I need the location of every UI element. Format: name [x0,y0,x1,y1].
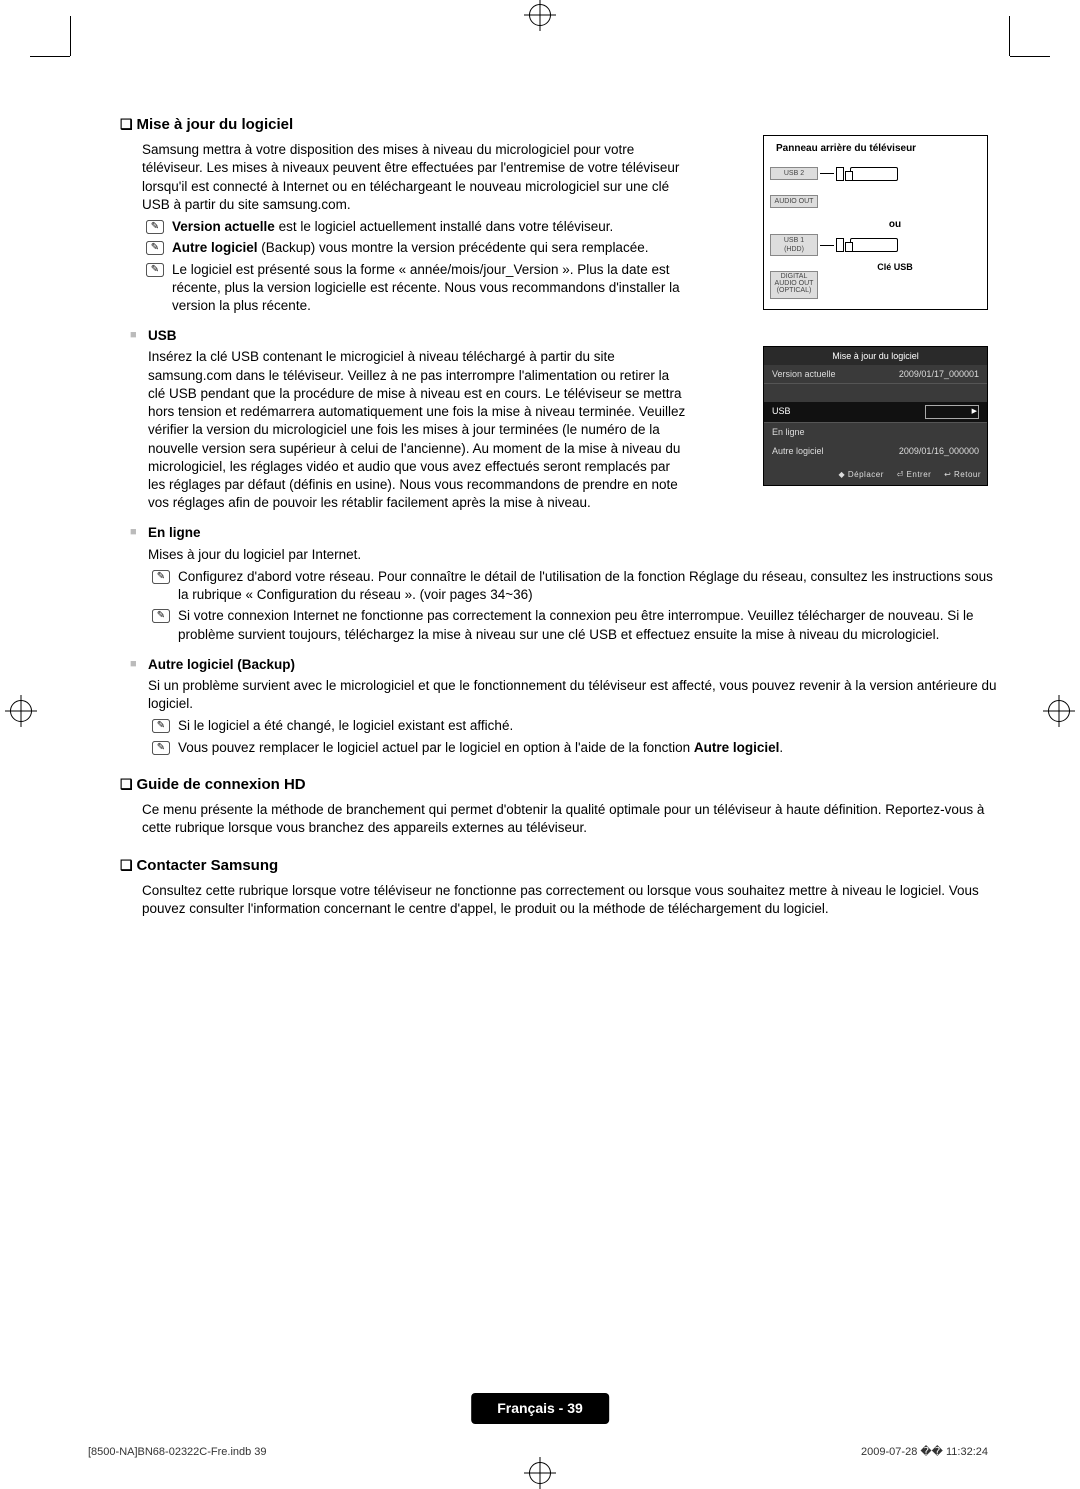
crop-line [1009,16,1010,56]
port-row: USB 1 (HDD) [770,233,981,257]
crop-line [30,56,70,57]
online-body: Mises à jour du logiciel par Internet. [148,546,1000,564]
footer-filename: [8500-NA]BN68-02322C-Fre.indb 39 [88,1445,267,1460]
section-title: Guide de connexion HD [120,775,1000,795]
note-text: Le logiciel est présenté sous la forme «… [172,262,680,313]
port-label: USB 2 [770,167,818,180]
page-number-badge: Français - 39 [471,1393,609,1424]
tv-menu-screenshot: Mise à jour du logiciel Version actuelle… [763,346,988,486]
usb-caption: Clé USB [825,261,965,273]
menu-header: Mise à jour du logiciel [764,347,987,365]
menu-row: Autre logiciel 2009/01/16_000000 [764,442,987,460]
note-icon: ✎ [146,220,164,234]
registration-mark [529,1462,551,1484]
note-item: ✎ Vous pouvez remplacer le logiciel actu… [148,739,1000,757]
menu-label: USB [772,405,791,419]
note-icon: ✎ [152,741,170,755]
port-label: USB 1 (HDD) [770,234,818,257]
menu-value: 2009/01/17_000001 [899,368,979,380]
note-bold: Autre logiciel [694,740,780,755]
note-list: ✎ Configurez d'abord votre réseau. Pour … [148,568,1000,644]
note-item: ✎ Si votre connexion Internet ne fonctio… [148,607,1000,643]
note-icon: ✎ [152,570,170,584]
intro-text: Samsung mettra à votre disposition des m… [142,141,682,214]
footer-return: ↩ Retour [944,470,981,479]
footer-move: ◆ Déplacer [838,470,883,479]
note-text: . [779,740,783,755]
port-row: DIGITAL AUDIO OUT (OPTICAL) [770,273,981,297]
footer-enter: ⏎ Entrer [897,470,932,479]
subsection-online-title: En ligne [130,524,1000,542]
port-label: AUDIO OUT [770,195,818,208]
port-row: AUDIO OUT [770,190,981,214]
usb-body: Insérez la clé USB contenant le microgic… [148,348,688,512]
crop-line [70,16,71,56]
menu-value [925,405,979,419]
note-list: ✎ Si le logiciel a été changé, le logici… [148,717,1000,756]
note-icon: ✎ [152,719,170,733]
section-hd-guide: Guide de connexion HD Ce menu présente l… [120,775,1000,838]
port-label: DIGITAL AUDIO OUT (OPTICAL) [770,271,818,299]
note-icon: ✎ [152,609,170,623]
note-bold: Version actuelle [172,219,275,234]
note-item: ✎ Configurez d'abord votre réseau. Pour … [148,568,1000,604]
subsection-backup-title: Autre logiciel (Backup) [130,656,1000,674]
usb-stick-icon [850,167,898,181]
menu-label: Version actuelle [772,368,836,380]
section-title: Mise à jour du logiciel [120,115,1000,135]
registration-mark [1048,700,1070,722]
note-icon: ✎ [146,263,164,277]
note-item: ✎ Le logiciel est présenté sous la forme… [142,261,682,316]
subsection-usb-title: USB [130,327,1000,345]
note-text: Vous pouvez remplacer le logiciel actuel… [178,740,694,755]
diagram-title: Panneau arrière du téléviseur [776,142,981,156]
backup-body: Si un problème survient avec le microlog… [148,677,1000,713]
or-label: ou [825,218,965,232]
menu-spacer [764,384,987,402]
tv-back-panel-diagram: Panneau arrière du téléviseur USB 2 AUDI… [763,135,988,310]
contact-body: Consultez cette rubrique lorsque votre t… [142,882,1000,918]
note-text: est le logiciel actuellement installé da… [275,219,613,234]
menu-row-selected: USB [764,402,987,423]
section-contact: Contacter Samsung Consultez cette rubriq… [120,856,1000,919]
menu-row: Version actuelle 2009/01/17_000001 [764,365,987,384]
guide-body: Ce menu présente la méthode de brancheme… [142,801,1000,837]
menu-footer: ◆ Déplacer ⏎ Entrer ↩ Retour [828,470,981,481]
note-list: ✎ Version actuelle est le logiciel actue… [142,218,682,315]
menu-label: En ligne [772,426,805,438]
crop-line [1010,56,1050,57]
port-row: USB 2 [770,162,981,186]
note-text: (Backup) vous montre la version précéden… [258,240,649,255]
usb-stick-icon [850,238,898,252]
port-icon [836,238,844,252]
note-item: ✎ Si le logiciel a été changé, le logici… [148,717,1000,735]
connector-line [820,245,834,246]
connector-line [820,173,834,174]
section-title: Contacter Samsung [120,856,1000,876]
note-text: Si le logiciel a été changé, le logiciel… [178,718,513,733]
menu-row: En ligne [764,423,987,441]
note-bold: Autre logiciel [172,240,258,255]
menu-value: 2009/01/16_000000 [899,445,979,457]
note-text: Configurez d'abord votre réseau. Pour co… [178,569,993,602]
registration-mark [529,4,551,26]
note-item: ✎ Version actuelle est le logiciel actue… [142,218,682,236]
note-item: ✎ Autre logiciel (Backup) vous montre la… [142,239,682,257]
footer-timestamp: 2009-07-28 �� 11:32:24 [861,1445,988,1460]
note-icon: ✎ [146,241,164,255]
menu-label: Autre logiciel [772,445,824,457]
note-text: Si votre connexion Internet ne fonctionn… [178,608,974,641]
registration-mark [10,700,32,722]
port-icon [836,167,844,181]
